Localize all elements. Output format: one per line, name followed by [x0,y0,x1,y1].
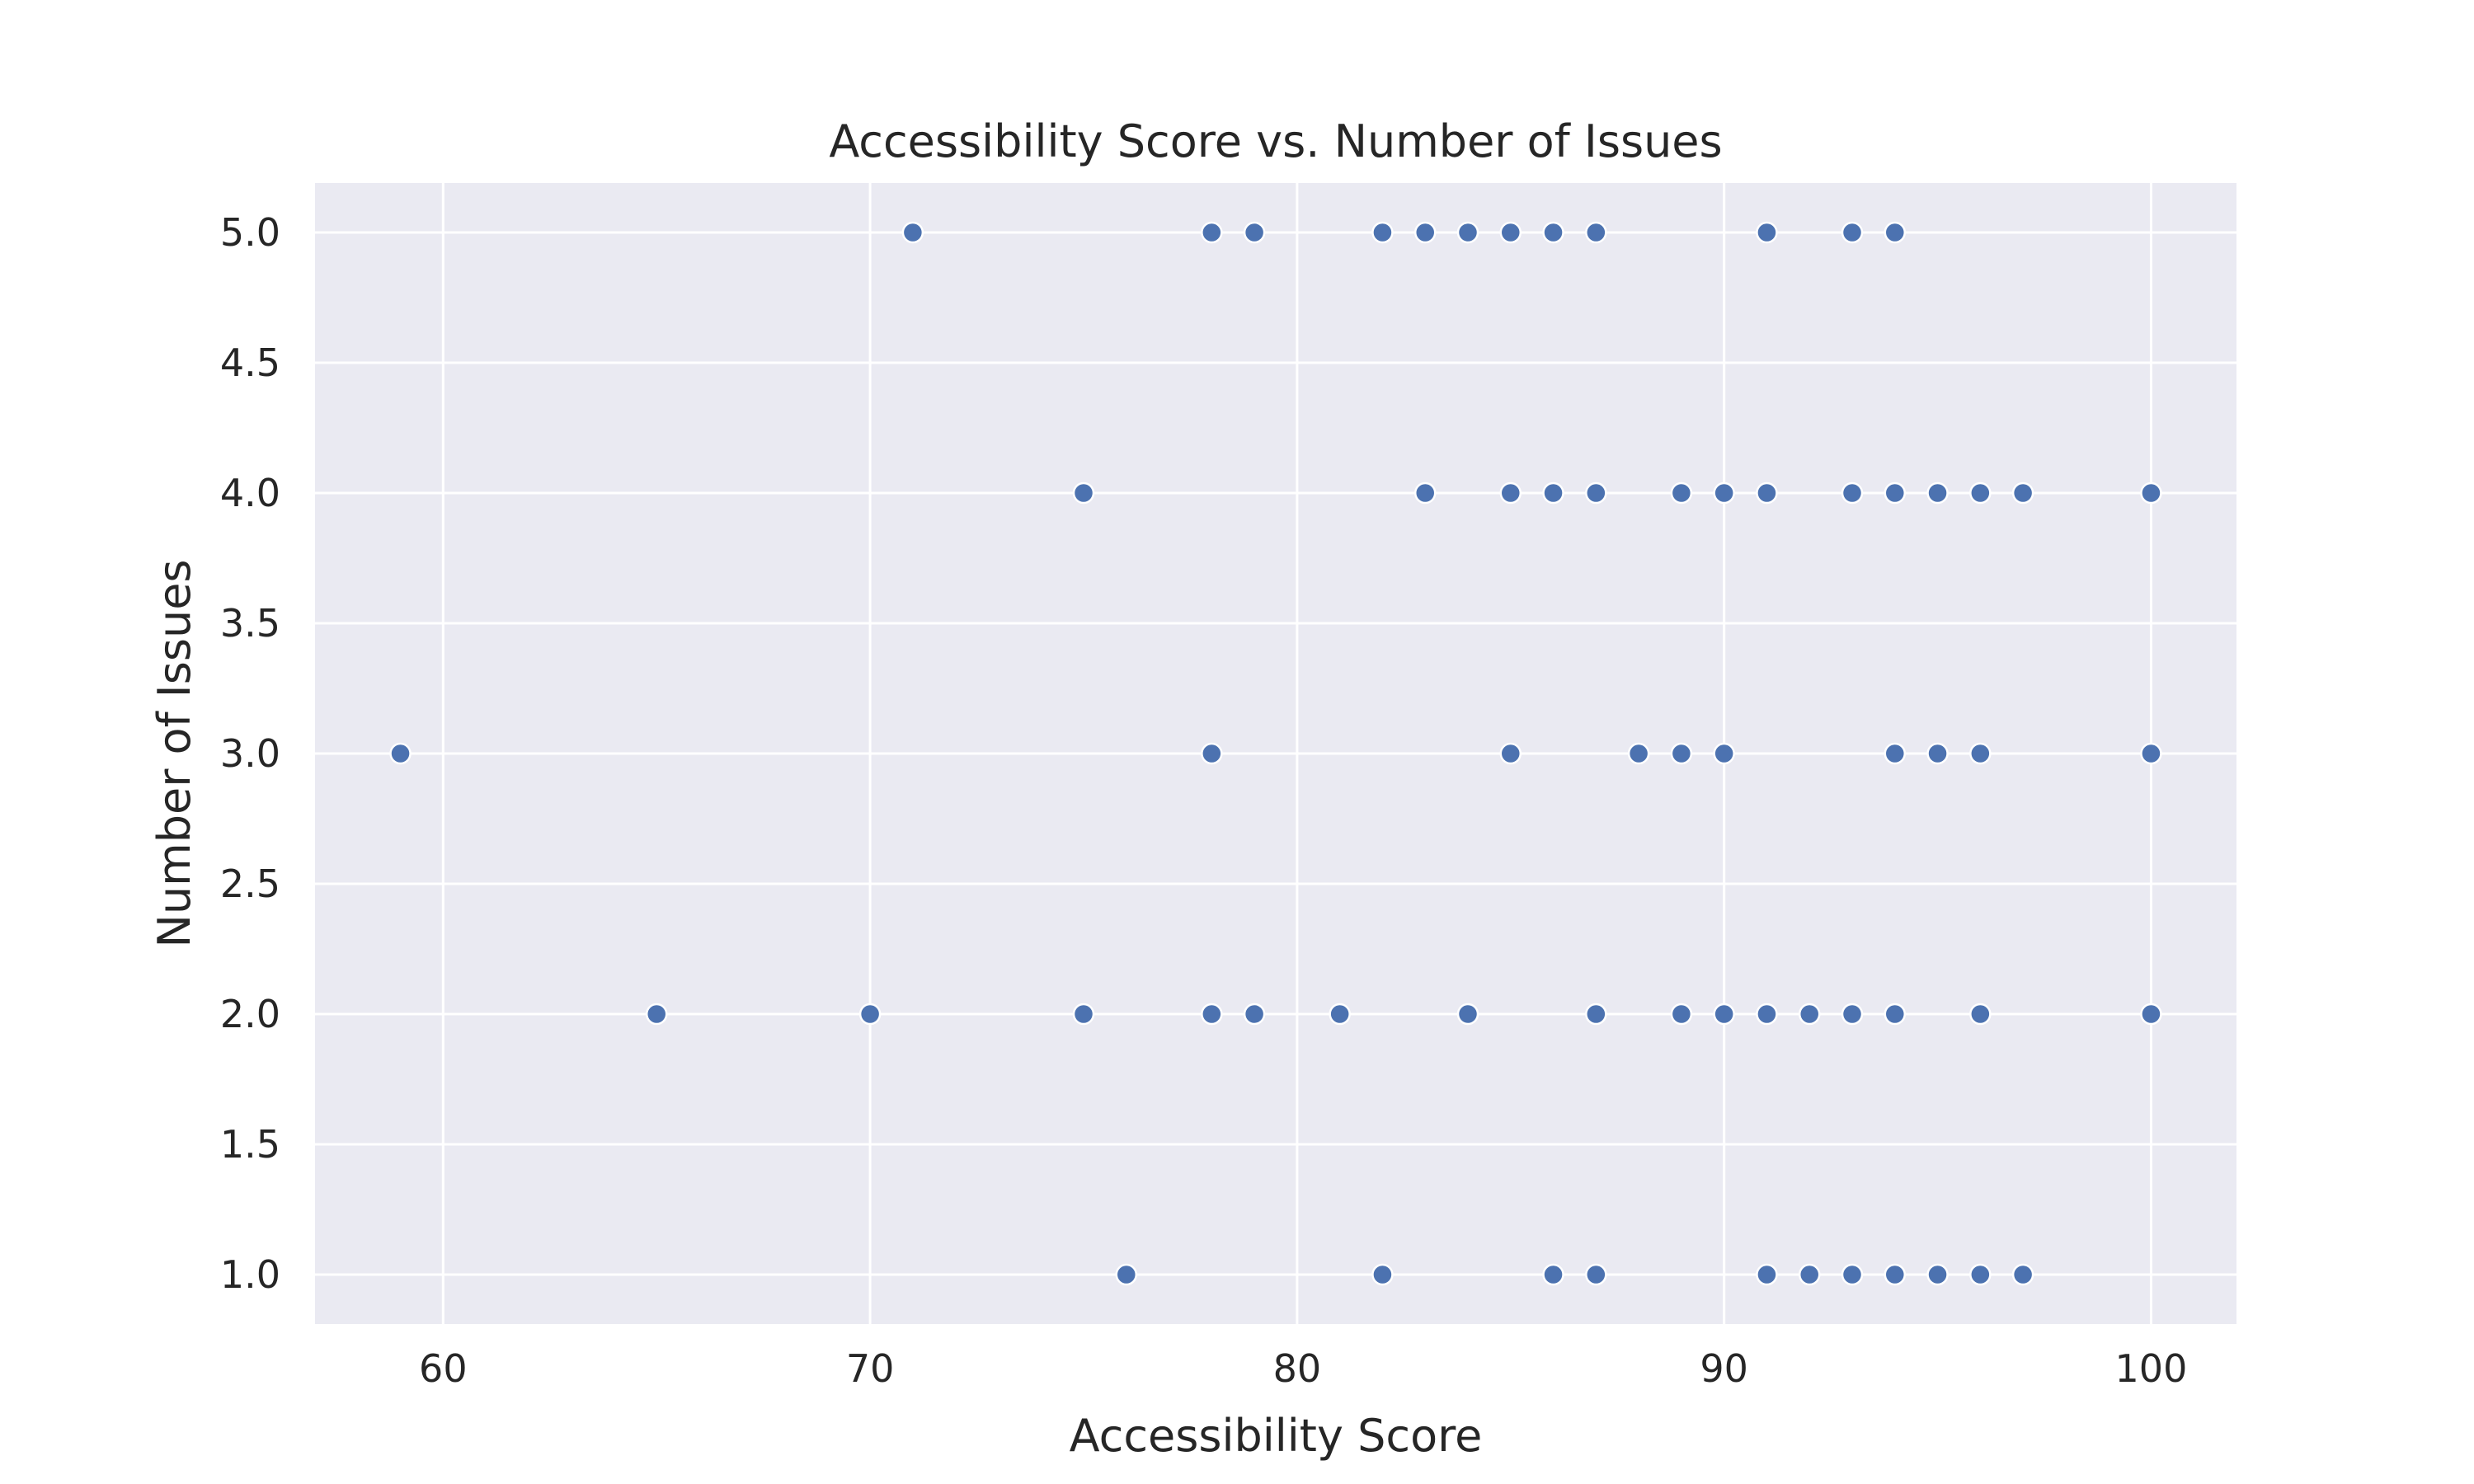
scatter-point [1841,481,1864,505]
scatter-point [2011,481,2034,505]
scatter-point [1670,481,1693,505]
scatter-point [1756,481,1778,505]
y-tick-label: 4.0 [220,471,280,515]
scatter-point [389,742,412,765]
scatter-point [1201,742,1223,765]
scatter-point [1841,1003,1864,1026]
x-tick-label: 80 [1273,1346,1322,1391]
scatter-point [1756,221,1778,244]
scatter-point [1413,221,1437,244]
y-tick-label: 1.5 [220,1122,280,1167]
scatter-point [1670,742,1693,765]
y-tick-label: 4.5 [220,340,280,385]
grid-lines [315,183,2236,1324]
y-tick-labels: 1.0 1.5 2.0 2.5 3.0 3.5 4.0 4.5 5.0 [220,210,280,1297]
scatter-point [1841,221,1864,244]
scatter-point [1072,481,1095,505]
chart-title: Accessibility Score vs. Number of Issues [829,115,1722,167]
scatter-point [1969,742,1992,765]
scatter-point [1243,1003,1266,1026]
scatter-point [1499,221,1522,244]
scatter-point [2011,1263,2034,1286]
scatter-point [901,221,924,244]
scatter-point [1884,221,1907,244]
scatter-point [1926,742,1949,765]
y-tick-label: 3.5 [220,601,280,646]
scatter-point [1798,1263,1821,1286]
scatter-point [1756,1003,1778,1026]
scatter-point [1201,1003,1223,1026]
scatter-point [1969,1263,1992,1286]
scatter-point [1456,221,1479,244]
x-tick-label: 100 [2115,1346,2188,1391]
scatter-point [1969,1003,1992,1026]
scatter-point [1499,742,1522,765]
scatter-point [1756,1263,1778,1286]
scatter-point [1115,1263,1138,1286]
scatter-point [1456,1003,1479,1026]
scatter-point [1329,1003,1351,1026]
scatter-point [1926,481,1949,505]
scatter-point [1243,221,1266,244]
scatter-point [2140,481,2162,505]
y-axis-label: Number of Issues [148,559,200,947]
scatter-point [1413,481,1437,505]
scatter-point [1585,1263,1607,1286]
scatter-point [1072,1003,1095,1026]
y-tick-label: 3.0 [220,731,280,776]
y-tick-label: 2.0 [220,992,280,1036]
x-tick-label: 70 [846,1346,895,1391]
scatter-point [1713,742,1735,765]
scatter-point [1926,1263,1949,1286]
scatter-point [1585,481,1607,505]
scatter-point [1627,742,1650,765]
scatter-point [1371,1263,1394,1286]
scatter-point [1884,1003,1907,1026]
y-tick-label: 5.0 [220,210,280,255]
scatter-point [2140,1003,2162,1026]
data-points [389,221,2162,1286]
scatter-point [1542,221,1564,244]
scatter-point [1670,1003,1693,1026]
scatter-point [1713,481,1735,505]
x-tick-labels: 60 70 80 90 100 [419,1346,2187,1391]
scatter-point [1499,481,1522,505]
y-tick-label: 1.0 [220,1252,280,1297]
x-tick-label: 60 [419,1346,468,1391]
x-axis-label: Accessibility Score [1070,1410,1483,1462]
scatter-point [1585,221,1607,244]
scatter-point [1542,1263,1564,1286]
scatter-point [1201,221,1223,244]
scatter-point [858,1003,882,1026]
scatter-point [1841,1263,1864,1286]
scatter-point [1798,1003,1821,1026]
y-tick-label: 2.5 [220,862,280,906]
scatter-point [1884,481,1907,505]
scatter-point [2140,742,2162,765]
scatter-point [645,1003,668,1026]
scatter-point [1713,1003,1735,1026]
scatter-point [1371,221,1394,244]
scatter-point [1969,481,1992,505]
scatter-point [1585,1003,1607,1026]
scatter-point [1884,742,1907,765]
x-tick-label: 90 [1700,1346,1748,1391]
scatter-point [1884,1263,1907,1286]
scatter-point [1542,481,1564,505]
